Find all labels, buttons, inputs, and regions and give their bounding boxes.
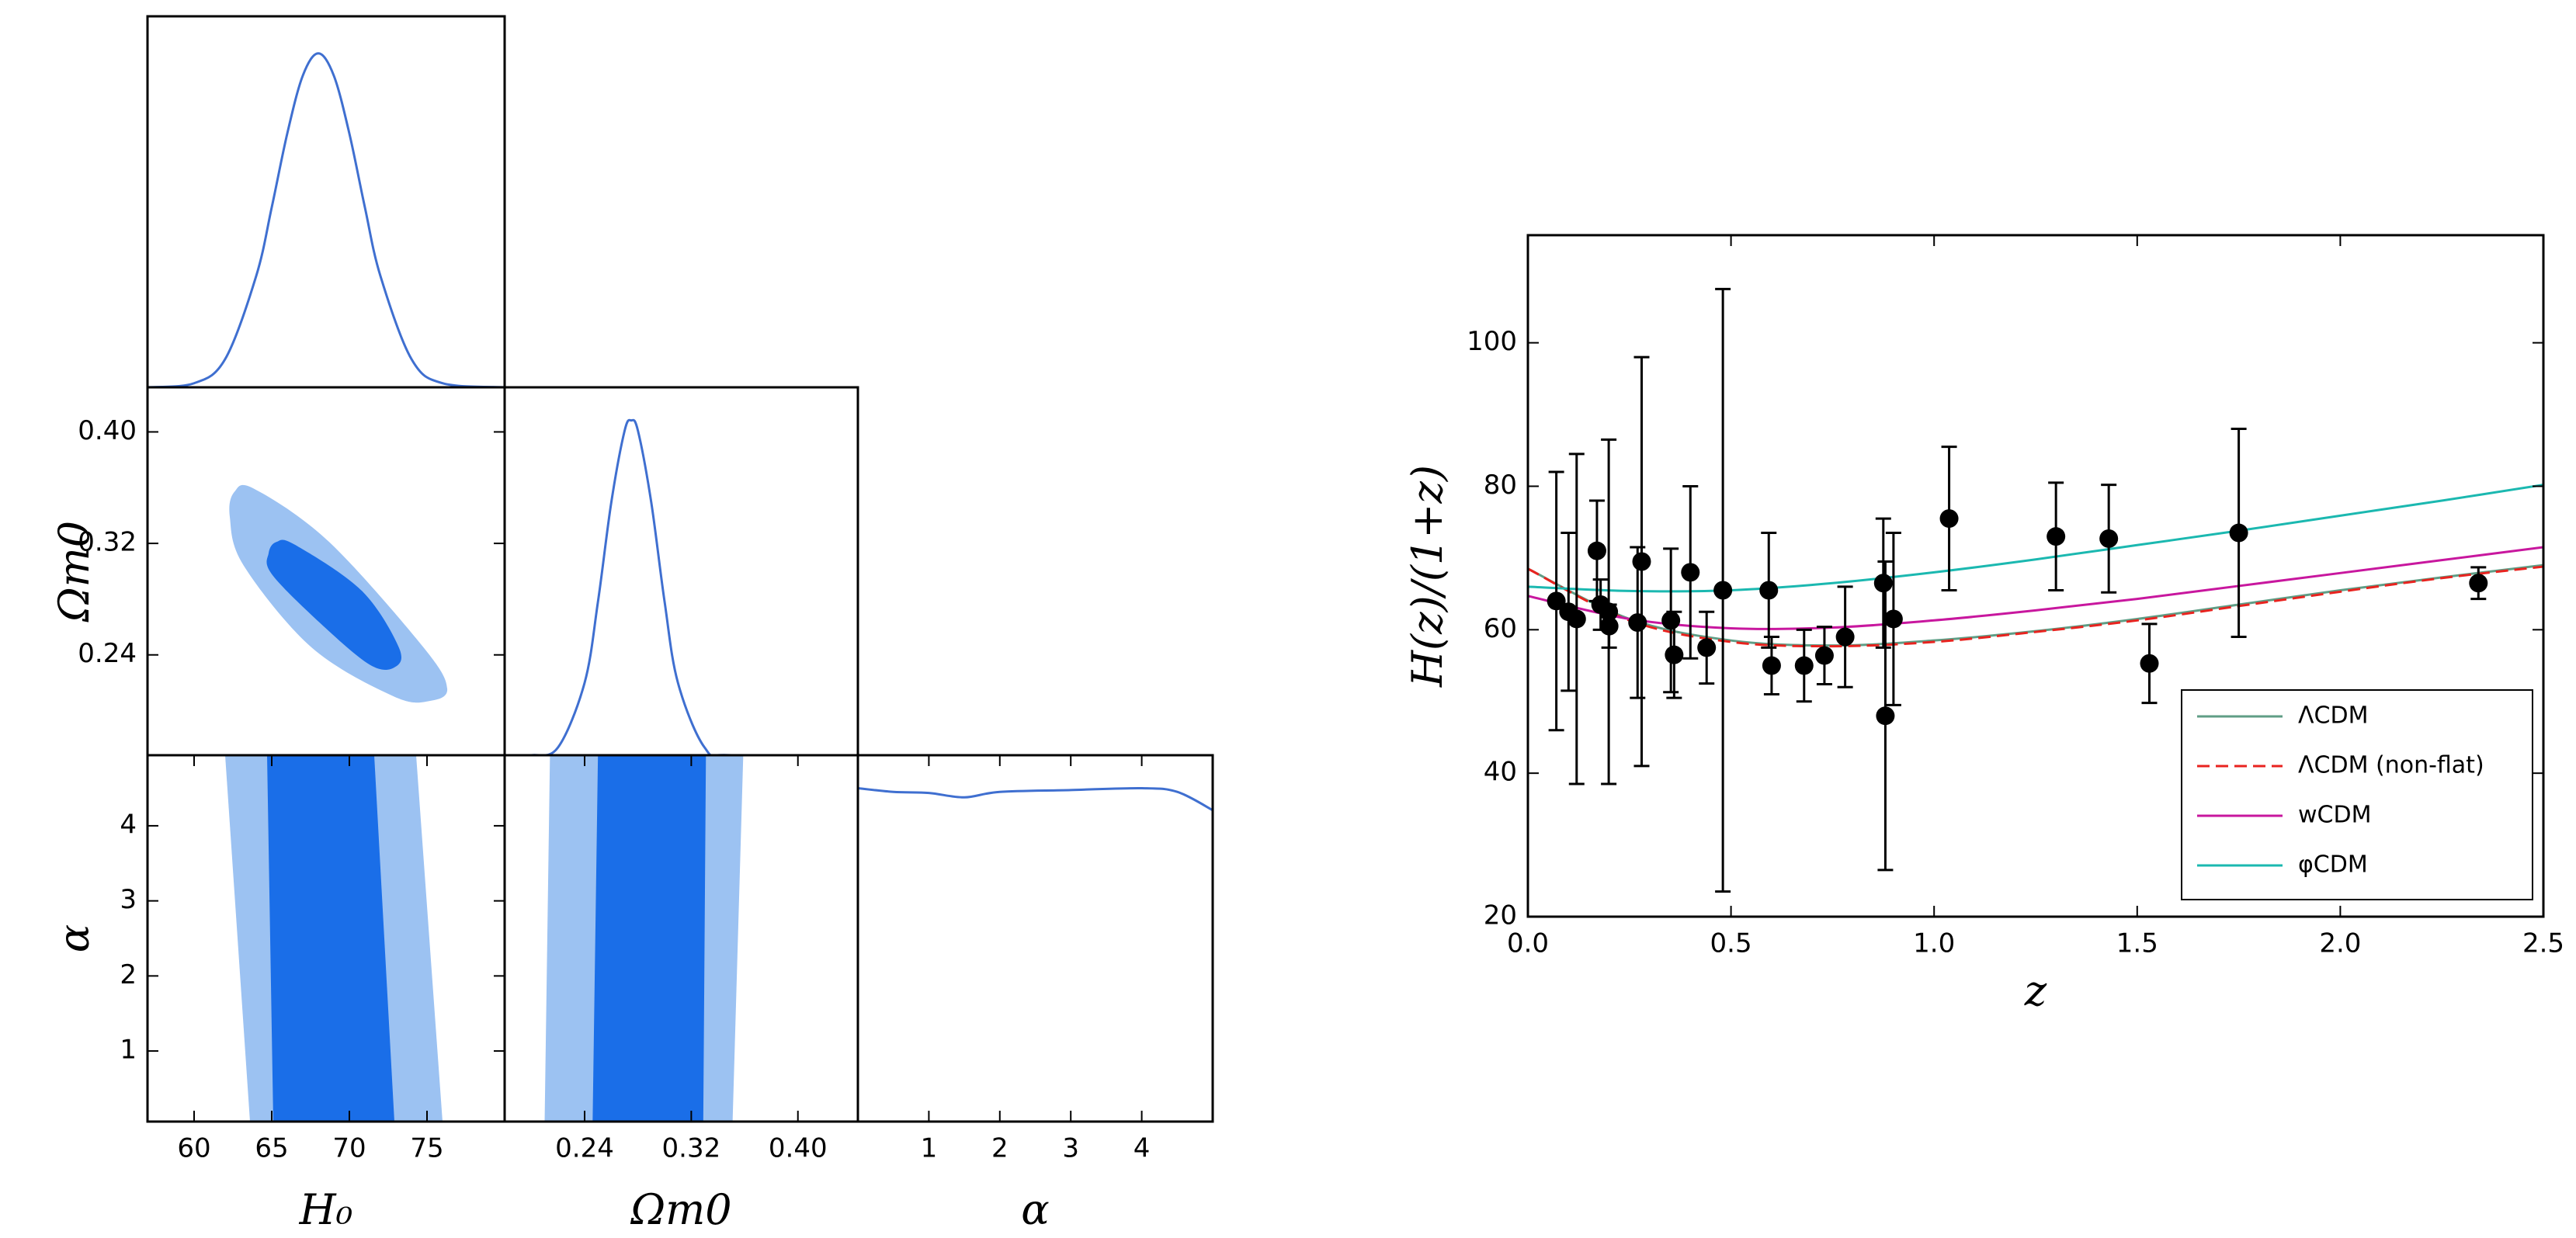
frame [1526, 234, 2545, 918]
data-point [2047, 527, 2066, 546]
density-curve [858, 786, 1213, 812]
data-point [1599, 616, 1619, 636]
data-point [1939, 509, 1959, 529]
plot-area [544, 755, 744, 1122]
data-point [1681, 563, 1700, 582]
legend-label: φCDM [2298, 851, 2368, 879]
x-tick-label: 75 [410, 1133, 443, 1164]
legend-label: ΛCDM [2298, 702, 2368, 730]
contour [267, 755, 394, 1122]
y-axis-label: α [50, 924, 99, 952]
data-point [2140, 654, 2159, 673]
x-tick-label: 0.40 [769, 1133, 828, 1164]
x-tick-label: 2.5 [2522, 928, 2564, 959]
y-tick-label: 0.40 [78, 415, 137, 446]
x-tick-label: 0.5 [1710, 928, 1752, 959]
y-tick-label: 100 [1467, 326, 1517, 357]
y-axis-label: Ωm0 [50, 521, 99, 622]
data-point [2229, 523, 2248, 543]
data-point [1697, 638, 1717, 657]
plot-area [858, 786, 1213, 812]
data-point [1794, 656, 1814, 675]
panel: 1 2 3 4 α [856, 754, 1214, 1234]
data-point [1876, 706, 1895, 726]
plot-area [148, 52, 505, 387]
y-tick-label: 2 [120, 959, 137, 990]
frame [503, 386, 859, 757]
data-point [1587, 541, 1606, 560]
data-point [1814, 646, 1834, 665]
x-tick-label: 2 [991, 1133, 1009, 1164]
panel: 60 65 70 75 1 2 3 4 H₀ α [50, 754, 506, 1234]
y-tick-label: 60 [1484, 613, 1517, 644]
data-point [2099, 529, 2119, 548]
plot-area [505, 418, 858, 755]
panel: 0.24 0.32 0.40 Ωm0 [503, 754, 859, 1234]
panel: 0.24 0.32 0.40 Ωm0 [50, 386, 506, 757]
frame [856, 754, 1214, 1123]
density-curve [505, 418, 858, 755]
x-tick-label: 0.32 [662, 1133, 721, 1164]
y-tick-label: 40 [1484, 757, 1517, 788]
plot-area [229, 484, 448, 703]
y-tick-label: 0.24 [78, 638, 137, 669]
x-tick-label: 0.0 [1507, 928, 1549, 959]
data-point [1835, 627, 1855, 647]
frame [146, 15, 506, 389]
data-point [1762, 656, 1781, 675]
x-tick-label: 1.0 [1913, 928, 1955, 959]
x-tick-label: 2.0 [2319, 928, 2361, 959]
model-line [1528, 546, 2543, 630]
x-axis-label: z [2024, 966, 2047, 1015]
data-point [1547, 591, 1566, 611]
legend-label: wCDM [2298, 802, 2371, 829]
y-tick-label: 80 [1484, 470, 1517, 501]
x-tick-label: 60 [177, 1133, 210, 1164]
y-tick-label: 1 [120, 1035, 137, 1066]
plot-area [225, 755, 443, 1122]
x-tick-label: 1.5 [2116, 928, 2158, 959]
x-axis-label: α [1021, 1185, 1049, 1234]
model-line [1528, 564, 2543, 647]
panel: ΛCDM ΛCDM (non-flat) wCDM φCDM 0.0 0.5 1.0 1.5 2… [1403, 234, 2564, 1015]
x-tick-label: 70 [332, 1133, 366, 1164]
x-axis-label: Ωm0 [630, 1185, 731, 1234]
x-tick-label: 0.24 [555, 1133, 614, 1164]
data-point [1665, 645, 1684, 664]
y-tick-label: 3 [120, 884, 137, 915]
y-tick-label: 20 [1484, 900, 1517, 931]
x-tick-label: 65 [255, 1133, 288, 1164]
x-tick-label: 4 [1134, 1133, 1151, 1164]
data-point [1873, 574, 1893, 593]
legend-label: ΛCDM (non-flat) [2298, 752, 2484, 779]
model-line [1528, 565, 2543, 648]
y-axis-label: H(z)/(1+z) [1403, 465, 1452, 688]
y-tick-label: 4 [120, 809, 137, 840]
contour [266, 539, 401, 671]
data-point [1883, 609, 1903, 629]
data-point [1632, 552, 1651, 571]
x-axis-label: H₀ [299, 1185, 353, 1234]
panel [146, 15, 506, 389]
plot-area [1528, 287, 2543, 893]
x-tick-label: 3 [1062, 1133, 1079, 1164]
contour [592, 755, 706, 1122]
panel [503, 386, 859, 757]
data-point [1713, 581, 1733, 600]
data-point [1759, 581, 1779, 600]
density-curve [148, 52, 505, 387]
data-point [1567, 609, 1586, 629]
model-line [1528, 484, 2543, 593]
x-tick-label: 1 [921, 1133, 938, 1164]
data-point [1628, 613, 1647, 633]
data-point [2469, 574, 2488, 593]
y-tick-label: 0.32 [78, 527, 137, 558]
data-point [1661, 611, 1681, 630]
